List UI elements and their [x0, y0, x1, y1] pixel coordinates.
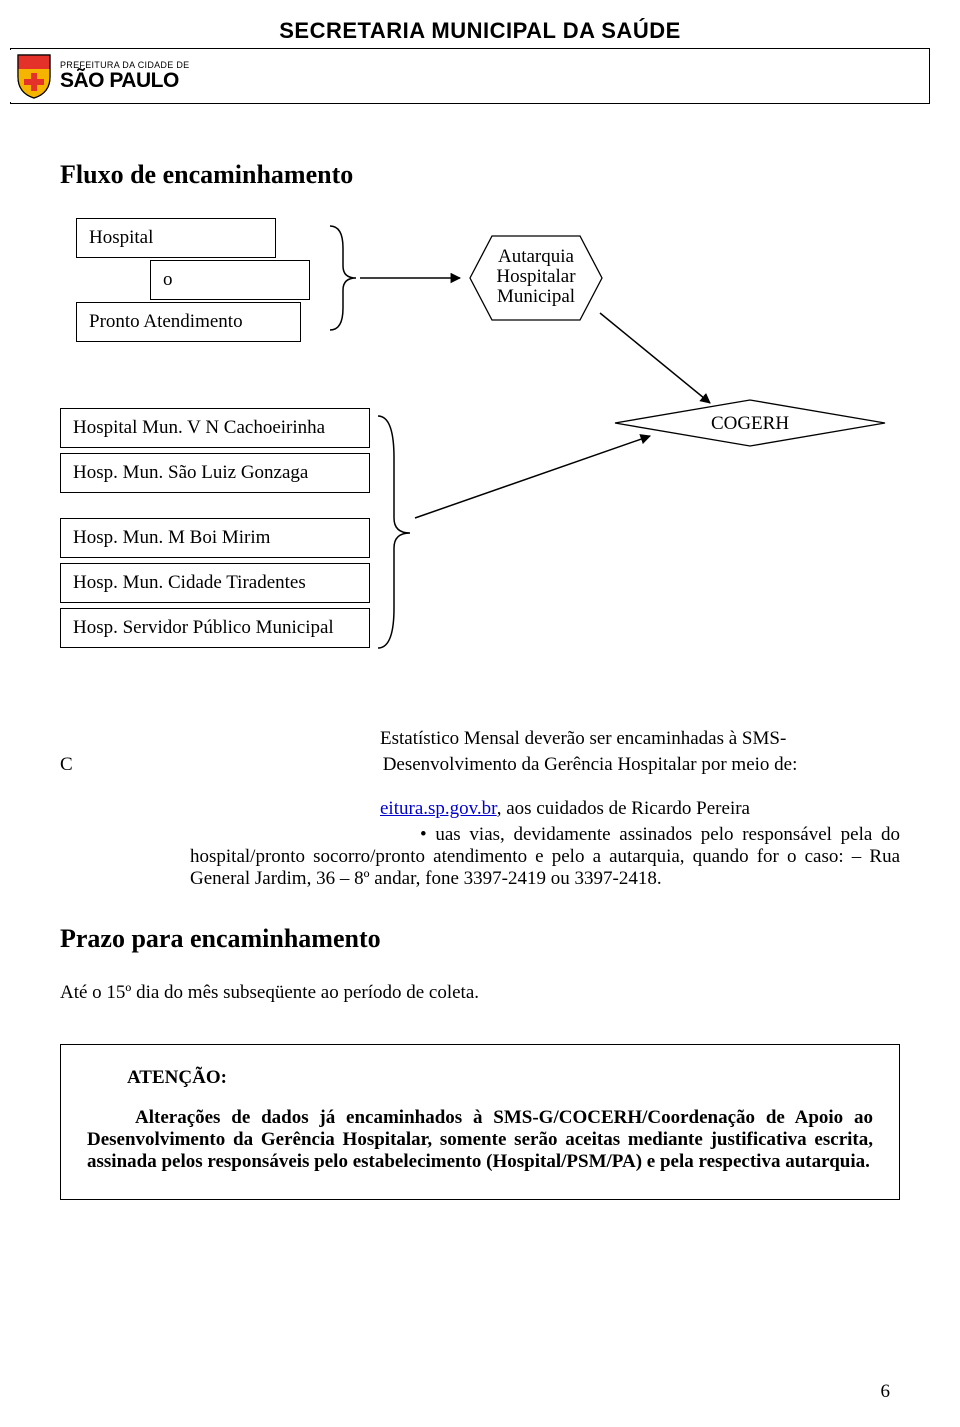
hexagon-autarquia: Autarquia Hospitalar Municipal [470, 236, 602, 320]
attention-title: ATENÇÃO: [87, 1067, 873, 1089]
flow-node-gonzaga-label: Hosp. Mun. São Luiz Gonzaga [73, 462, 308, 483]
flow-node-hospital-label: Hospital [89, 227, 153, 248]
attention-box: ATENÇÃO: Alterações de dados já encaminh… [60, 1044, 900, 1200]
body-bullet1: eitura.sp.gov.br, aos cuidados de Ricard… [60, 798, 900, 820]
section-title-prazo: Prazo para encaminhamento [60, 924, 900, 954]
page-header: SECRETARIA MUNICIPAL DA SAÚDE PREFEITURA… [60, 0, 900, 110]
hex-line1: Autarquia [498, 246, 575, 267]
body-p2: C Desenvolvimento da Gerência Hospitalar … [60, 754, 900, 776]
flow-node-cachoeirinha: Hospital Mun. V N Cachoeirinha [60, 408, 370, 448]
body-bullet2-text: • uas vias, devidamente assinados pelo r… [190, 824, 900, 889]
prefeitura-logo: PREFEITURA DA CIDADE DE SÃO PAULO [10, 50, 220, 102]
flowchart: Autarquia Hospitalar Municipal COGERH o … [60, 218, 900, 698]
deadline-text: Até o 15º dia do mês subseqüente ao perí… [60, 982, 900, 1004]
flow-node-cachoeirinha-label: Hospital Mun. V N Cachoeirinha [73, 417, 325, 438]
flow-node-tiradentes: Hosp. Mun. Cidade Tiradentes [60, 563, 370, 603]
hex-line3: Municipal [497, 286, 575, 307]
flow-node-hidden: o [150, 260, 310, 300]
flow-node-servidor-label: Hosp. Servidor Público Municipal [73, 617, 334, 638]
flow-node-hospital: Hospital [76, 218, 276, 258]
flow-node-tiradentes-label: Hosp. Mun. Cidade Tiradentes [73, 572, 306, 593]
page-number: 6 [881, 1381, 891, 1403]
email-link[interactable]: eitura.sp.gov.br [380, 798, 497, 819]
lozenge-label: COGERH [711, 413, 789, 434]
body-text: Estatístico Mensal deverão ser encaminha… [60, 728, 900, 890]
flow-node-mboi: Hosp. Mun. M Boi Mirim [60, 518, 370, 558]
flow-node-hidden-label: o [163, 269, 173, 290]
brace-bottom [378, 416, 410, 648]
body-p2-rest: Desenvolvimento da Gerência Hospitalar p… [383, 754, 798, 775]
flow-node-gonzaga: Hosp. Mun. São Luiz Gonzaga [60, 453, 370, 493]
section-title-fluxo: Fluxo de encaminhamento [60, 160, 900, 190]
flow-node-mboi-label: Hosp. Mun. M Boi Mirim [73, 527, 270, 548]
attention-body: Alterações de dados já encaminhados à SM… [87, 1107, 873, 1173]
logo-text-bottom: SÃO PAULO [60, 70, 189, 91]
body-bullet2: • uas vias, devidamente assinados pelo r… [60, 824, 900, 890]
body-bullet1-suffix: , aos cuidados de Ricardo Pereira [497, 798, 750, 819]
brace-top [330, 226, 356, 330]
flow-node-pronto-atendimento: Pronto Atendimento [76, 302, 301, 342]
body-p2-prefix: C [60, 754, 73, 775]
flow-node-pa-label: Pronto Atendimento [89, 311, 243, 332]
lozenge-cogerh: COGERH [615, 400, 885, 446]
body-p1: Estatístico Mensal deverão ser encaminha… [60, 728, 900, 750]
arrow-brace2-to-lozenge [415, 436, 650, 518]
arrow-hexagon-to-lozenge [600, 313, 710, 403]
hex-line2: Hospitalar [496, 266, 576, 287]
header-title: SECRETARIA MUNICIPAL DA SAÚDE [60, 18, 900, 44]
shield-icon [14, 53, 54, 99]
flow-node-servidor: Hosp. Servidor Público Municipal [60, 608, 370, 648]
